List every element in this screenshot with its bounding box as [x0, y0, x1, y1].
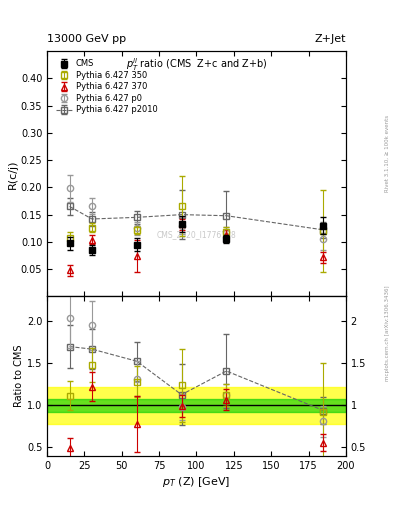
Text: 13000 GeV pp: 13000 GeV pp — [47, 33, 126, 44]
Bar — [47, 399, 346, 412]
Text: Z+Jet: Z+Jet — [314, 33, 346, 44]
X-axis label: $p_T$ (Z) [GeV]: $p_T$ (Z) [GeV] — [162, 475, 231, 489]
Legend: CMS, Pythia 6.427 350, Pythia 6.427 370, Pythia 6.427 p0, Pythia 6.427 p2010: CMS, Pythia 6.427 350, Pythia 6.427 370,… — [54, 58, 160, 116]
Text: $p_T^{ll}$ ratio (CMS  Z+c and Z+b): $p_T^{ll}$ ratio (CMS Z+c and Z+b) — [126, 56, 267, 73]
Text: Rivet 3.1.10, ≥ 100k events: Rivet 3.1.10, ≥ 100k events — [385, 115, 389, 192]
Text: mcplots.cern.ch [arXiv:1306.3436]: mcplots.cern.ch [arXiv:1306.3436] — [385, 285, 389, 380]
Y-axis label: Ratio to CMS: Ratio to CMS — [14, 345, 24, 407]
Bar — [47, 387, 346, 424]
Text: CMS_2020_I1776758: CMS_2020_I1776758 — [157, 230, 236, 240]
Y-axis label: R(c/j): R(c/j) — [8, 159, 18, 188]
